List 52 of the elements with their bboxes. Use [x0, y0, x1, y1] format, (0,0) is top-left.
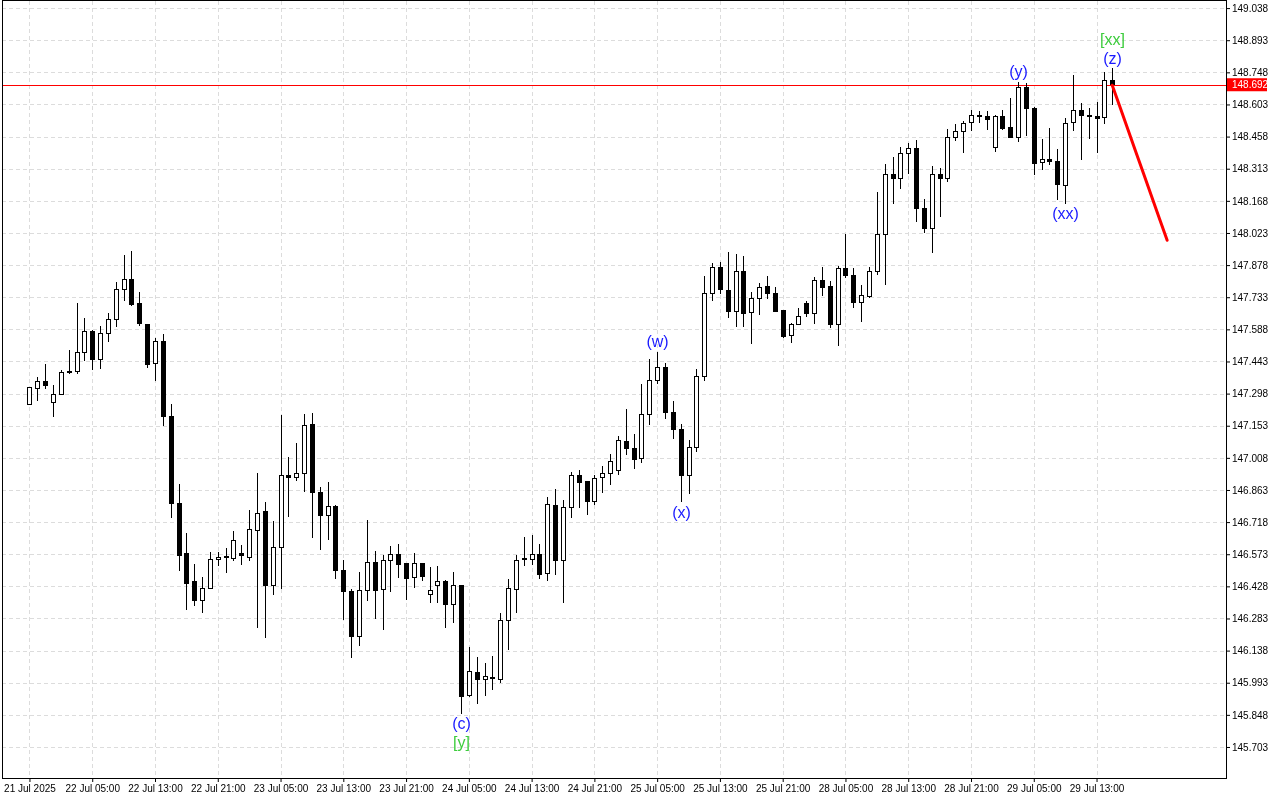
- x-tick-label: 29 Jul 05:00: [1007, 783, 1062, 795]
- x-tick-label: 28 Jul 21:00: [944, 783, 1000, 795]
- x-tick-label: 23 Jul 13:00: [316, 783, 372, 795]
- y-tick-label: 148.168: [1232, 195, 1269, 207]
- y-tick-label: 148.748: [1232, 67, 1269, 79]
- x-tick-label: 23 Jul 21:00: [379, 783, 435, 795]
- x-tick-label: 22 Jul 21:00: [191, 783, 246, 795]
- x-tick-label: 25 Jul 21:00: [755, 783, 811, 795]
- x-tick-label: 24 Jul 21:00: [567, 783, 623, 795]
- y-tick-label: 145.848: [1232, 709, 1269, 721]
- x-tick-label: 25 Jul 05:00: [630, 783, 686, 795]
- annotation: (y): [1009, 63, 1028, 81]
- x-tick-label: 22 Jul 13:00: [128, 783, 184, 795]
- y-tick-label: 147.443: [1232, 356, 1269, 368]
- y-tick-label: 149.038: [1232, 2, 1269, 14]
- x-tick-label: 28 Jul 13:00: [881, 783, 937, 795]
- y-tick-label: 147.878: [1232, 259, 1269, 271]
- y-tick-label: 147.733: [1232, 291, 1269, 303]
- y-tick-label: 148.458: [1232, 131, 1269, 143]
- y-tick-label: 146.863: [1232, 484, 1269, 496]
- y-tick-label: 146.573: [1232, 548, 1269, 560]
- x-tick-label: 22 Jul 05:00: [65, 783, 121, 795]
- x-tick-label: 29 Jul 13:00: [1069, 783, 1125, 795]
- y-tick-label: 147.008: [1232, 452, 1269, 464]
- annotation: (xx): [1052, 205, 1079, 223]
- y-tick-label: 148.023: [1232, 227, 1269, 239]
- x-tick-label: 24 Jul 05:00: [442, 783, 498, 795]
- annotation: (x): [672, 503, 691, 521]
- annotation: (z): [1103, 49, 1122, 67]
- y-tick-label: 145.703: [1232, 741, 1269, 753]
- y-tick-label: 146.718: [1232, 516, 1269, 528]
- y-tick-label: 148.893: [1232, 34, 1269, 46]
- annotation: [y]: [453, 734, 470, 752]
- y-tick-label: 146.428: [1232, 581, 1269, 593]
- y-tick-label: 147.153: [1232, 420, 1269, 432]
- y-tick-label: 147.298: [1232, 388, 1269, 400]
- x-tick-label: 23 Jul 05:00: [253, 783, 309, 795]
- y-tick-label: 146.138: [1232, 645, 1269, 657]
- x-tick-label: 24 Jul 13:00: [504, 783, 560, 795]
- annotation: (c): [452, 715, 471, 733]
- x-tick-label: 25 Jul 13:00: [693, 783, 749, 795]
- y-tick-label: 146.283: [1232, 613, 1269, 625]
- x-tick-label: 28 Jul 05:00: [818, 783, 874, 795]
- y-tick-label: 148.313: [1232, 163, 1269, 175]
- annotation: [xx]: [1100, 30, 1125, 48]
- y-tick-label: 147.588: [1232, 324, 1269, 336]
- annotation: (w): [646, 333, 669, 350]
- ref-line-label: 148.692: [1232, 79, 1269, 91]
- x-tick-label: 21 Jul 2025: [4, 783, 57, 795]
- y-tick-label: 148.603: [1232, 99, 1269, 111]
- candlestick: [427, 566, 434, 604]
- y-tick-label: 145.993: [1232, 677, 1269, 689]
